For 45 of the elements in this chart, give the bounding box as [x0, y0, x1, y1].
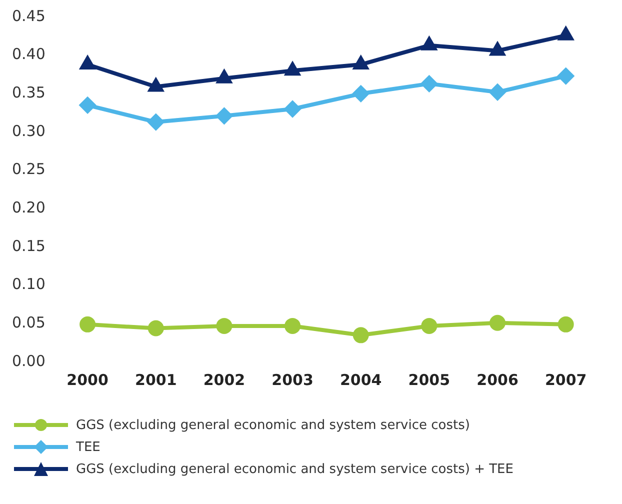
x-tick-label: 2001 — [135, 370, 177, 389]
point — [422, 37, 436, 50]
x-tick-label: 2006 — [476, 370, 518, 389]
point — [285, 62, 300, 76]
x-tick-label: 2003 — [272, 370, 314, 389]
y-tick-label: 0.30 — [12, 122, 46, 140]
point — [80, 316, 96, 332]
point — [284, 318, 301, 334]
point — [216, 318, 232, 334]
point — [80, 97, 96, 114]
point — [352, 327, 369, 344]
point — [217, 70, 232, 84]
point — [284, 101, 301, 117]
y-tick-label: 0.35 — [12, 84, 46, 102]
x-tick-label: 2007 — [544, 370, 587, 389]
point — [421, 76, 438, 92]
point — [352, 86, 369, 102]
point — [490, 42, 505, 56]
x-tick-label: 2002 — [203, 370, 246, 389]
x-tick-label: 2005 — [408, 370, 450, 389]
point — [421, 318, 438, 334]
point — [558, 27, 574, 40]
y-tick-label: 0.05 — [12, 314, 46, 332]
legend-label: GGS (excluding general economic and system service costs) + TEE — [76, 462, 514, 476]
y-tick-label: 0.00 — [12, 352, 46, 370]
point — [216, 108, 232, 124]
point — [490, 84, 506, 100]
point — [354, 56, 368, 70]
legend-label: TEE — [76, 440, 100, 454]
y-tick-label: 0.45 — [12, 6, 46, 25]
point — [148, 320, 164, 336]
y-tick-label: 0.20 — [12, 198, 46, 217]
point — [80, 56, 95, 70]
y-tick-label: 0.40 — [12, 45, 46, 64]
legend-label: GGS (excluding general economic and system service costs) — [76, 418, 470, 432]
x-tick-label: 2000 — [66, 370, 108, 389]
point — [148, 114, 164, 130]
point — [558, 316, 574, 332]
point — [558, 68, 574, 84]
y-tick-label: 0.15 — [12, 236, 46, 255]
y-tick-label: 0.10 — [12, 275, 46, 294]
point — [490, 314, 506, 331]
x-tick-label: 2004 — [340, 370, 382, 389]
point — [148, 78, 164, 92]
y-tick-label: 0.25 — [12, 160, 46, 178]
